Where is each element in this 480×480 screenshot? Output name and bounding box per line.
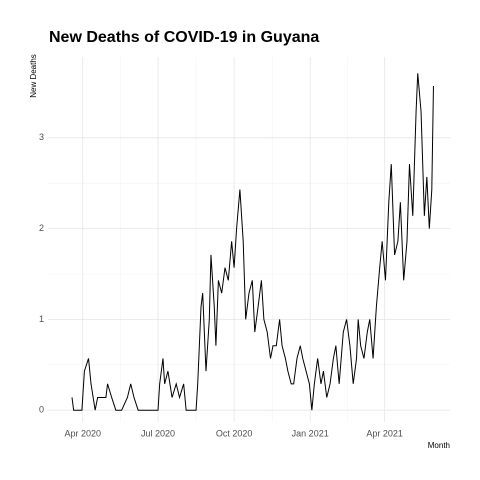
x-tick-label: Jan 2021 [292,428,329,438]
y-tick-label: 1 [39,314,44,324]
y-tick-label: 2 [39,223,44,233]
y-tick-label: 3 [39,132,44,142]
chart-title: New Deaths of COVID-19 in Guyana [49,29,319,46]
x-tick-label: Apr 2021 [366,428,403,438]
y-tick-label: 0 [39,405,44,415]
y-axis-label: New Deaths [29,54,38,98]
x-tick-label: Oct 2020 [216,428,253,438]
x-tick-label: Jul 2020 [141,428,175,438]
x-axis-label: Month [428,441,450,450]
x-tick-label: Apr 2020 [64,428,101,438]
line-series [71,73,434,411]
